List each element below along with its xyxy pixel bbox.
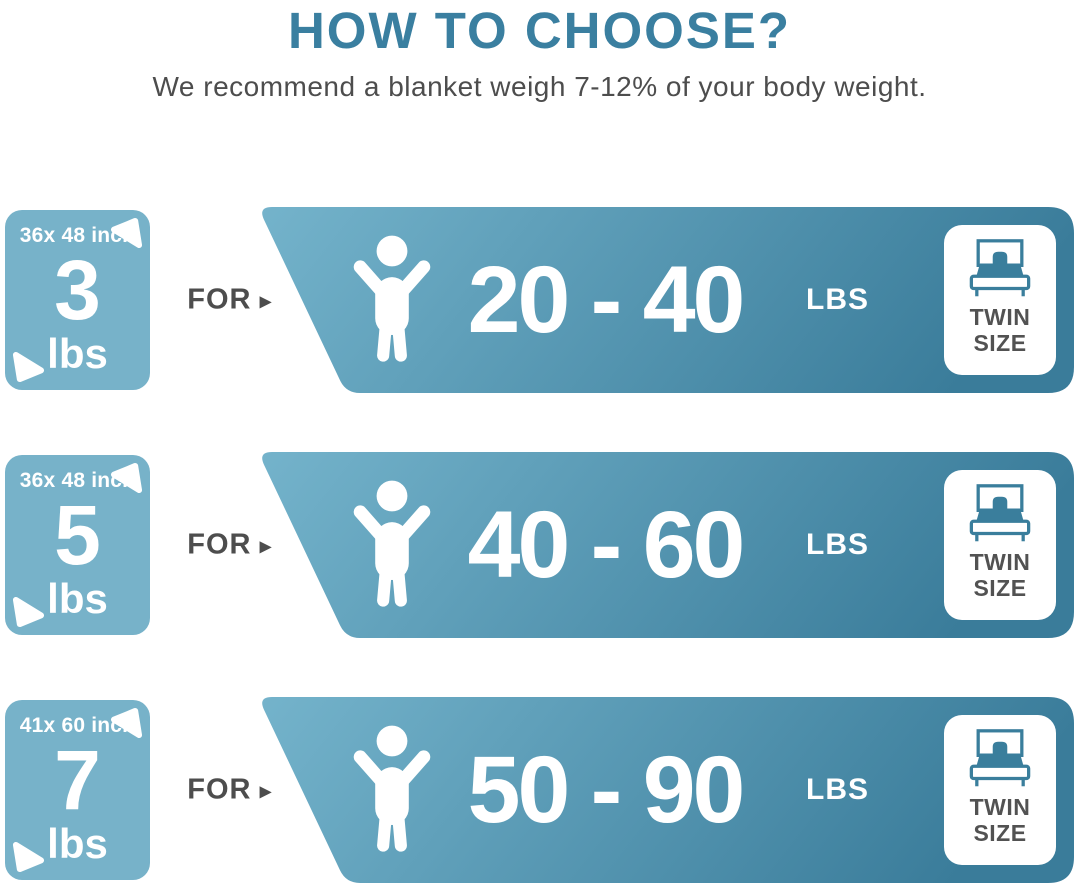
weight-range-banner: 50 - 90 LBS TWIN SIZE [256, 697, 1074, 883]
fold-corner-icon [12, 841, 45, 873]
fold-corner-icon [110, 707, 143, 739]
bed-size-card: TWIN SIZE [944, 715, 1056, 865]
badge-weight-unit: lbs [47, 575, 108, 622]
badge-size-label: 36x 48 inch [19, 224, 136, 247]
weight-range-banner: 40 - 60 LBS TWIN SIZE [256, 452, 1074, 638]
child-icon [353, 235, 431, 362]
for-label: FOR ▶ [178, 529, 282, 562]
child-icon [353, 480, 431, 607]
bed-size-label: TWIN SIZE [969, 549, 1031, 601]
banner-shape [262, 452, 1074, 638]
bed-icon [969, 484, 1031, 542]
bed-size-card: TWIN SIZE [944, 470, 1056, 620]
child-icon [353, 725, 431, 852]
size-row: 36x 48 inch 3 lbs FOR ▶ 20 - 40 [0, 207, 1079, 393]
weight-range-unit: LBS [806, 283, 869, 316]
weight-range: 20 - 40 [467, 246, 746, 353]
bed-size-label: TWIN SIZE [969, 304, 1031, 356]
badge-weight-value: 3 [54, 243, 101, 337]
for-text: FOR [187, 773, 252, 806]
fold-corner-icon [110, 217, 143, 249]
banner-content: 50 - 90 LBS TWIN SIZE [256, 697, 1074, 883]
badge-size-label: 41x 60 inch [19, 714, 136, 737]
banner-content: 40 - 60 LBS TWIN SIZE [256, 452, 1074, 638]
for-label: FOR ▶ [178, 284, 282, 317]
weight-range-banner: 20 - 40 LBS TWIN SIZE [256, 207, 1074, 393]
blanket-size-badge: 36x 48 inch 3 lbs [5, 210, 150, 390]
page-title: HOW TO CHOOSE? [287, 2, 792, 59]
for-text: FOR [187, 528, 252, 561]
blanket-size-badge: 36x 48 inch 5 lbs [5, 455, 150, 635]
weight-range: 40 - 60 [467, 491, 746, 598]
bed-size-label: TWIN SIZE [969, 794, 1031, 846]
banner-shape [262, 207, 1074, 393]
banner-content: 20 - 40 LBS TWIN SIZE [256, 207, 1074, 393]
weight-range-unit: LBS [806, 528, 869, 561]
arrow-right-icon: ▶ [259, 781, 273, 800]
bed-size-card: TWIN SIZE [944, 225, 1056, 375]
weight-range: 50 - 90 [467, 736, 746, 843]
arrow-right-icon: ▶ [259, 291, 273, 310]
badge-weight-value: 7 [54, 733, 101, 827]
for-label: FOR ▶ [178, 774, 282, 807]
badge-size-label: 36x 48 inch [19, 469, 136, 492]
banner-shape [262, 697, 1074, 883]
badge-weight-unit: lbs [47, 820, 108, 867]
fold-corner-icon [110, 462, 143, 494]
blanket-size-badge: 41x 60 inch 7 lbs [5, 700, 150, 880]
bed-icon [969, 239, 1031, 297]
badge-weight-value: 5 [54, 488, 101, 582]
for-text: FOR [187, 283, 252, 316]
arrow-right-icon: ▶ [259, 536, 273, 555]
size-row: 36x 48 inch 5 lbs FOR ▶ 40 - 60 [0, 452, 1079, 638]
size-row: 41x 60 inch 7 lbs FOR ▶ 50 - 90 [0, 697, 1079, 883]
badge-weight-unit: lbs [47, 330, 108, 377]
weight-range-unit: LBS [806, 773, 869, 806]
bed-icon [969, 729, 1031, 787]
page-subtitle: We recommend a blanket weigh 7-12% of yo… [152, 71, 927, 102]
fold-corner-icon [12, 351, 45, 383]
fold-corner-icon [12, 596, 45, 628]
